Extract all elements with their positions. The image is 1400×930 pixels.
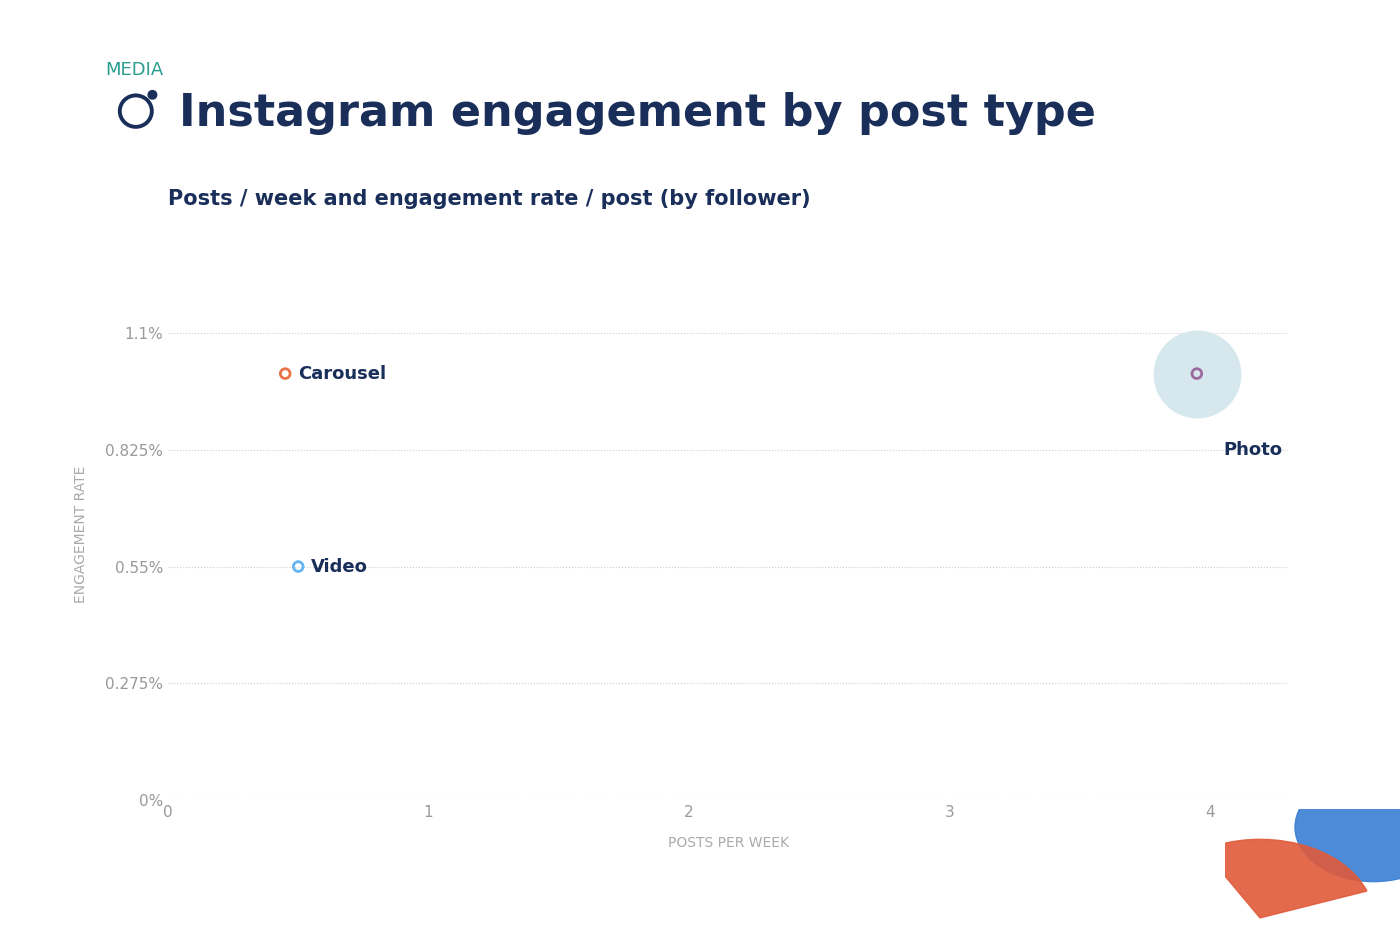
- Point: [1186, 366, 1208, 381]
- Circle shape: [1295, 773, 1400, 882]
- Text: Instagram engagement by post type: Instagram engagement by post type: [179, 92, 1096, 135]
- Point: [274, 366, 297, 381]
- X-axis label: POSTS PER WEEK: POSTS PER WEEK: [668, 836, 788, 850]
- Text: Photo: Photo: [1222, 441, 1282, 458]
- Circle shape: [148, 90, 157, 100]
- Y-axis label: ENGAGEMENT RATE: ENGAGEMENT RATE: [74, 466, 88, 604]
- Text: Posts / week and engagement rate / post (by follower): Posts / week and engagement rate / post …: [168, 189, 811, 209]
- Text: Carousel: Carousel: [298, 365, 386, 382]
- Wedge shape: [1203, 840, 1366, 918]
- Text: Video: Video: [311, 558, 368, 576]
- Text: Rival
IQ: Rival IQ: [1172, 859, 1222, 898]
- Point: [1186, 366, 1208, 381]
- Point: [287, 559, 309, 574]
- Text: MEDIA: MEDIA: [105, 61, 164, 79]
